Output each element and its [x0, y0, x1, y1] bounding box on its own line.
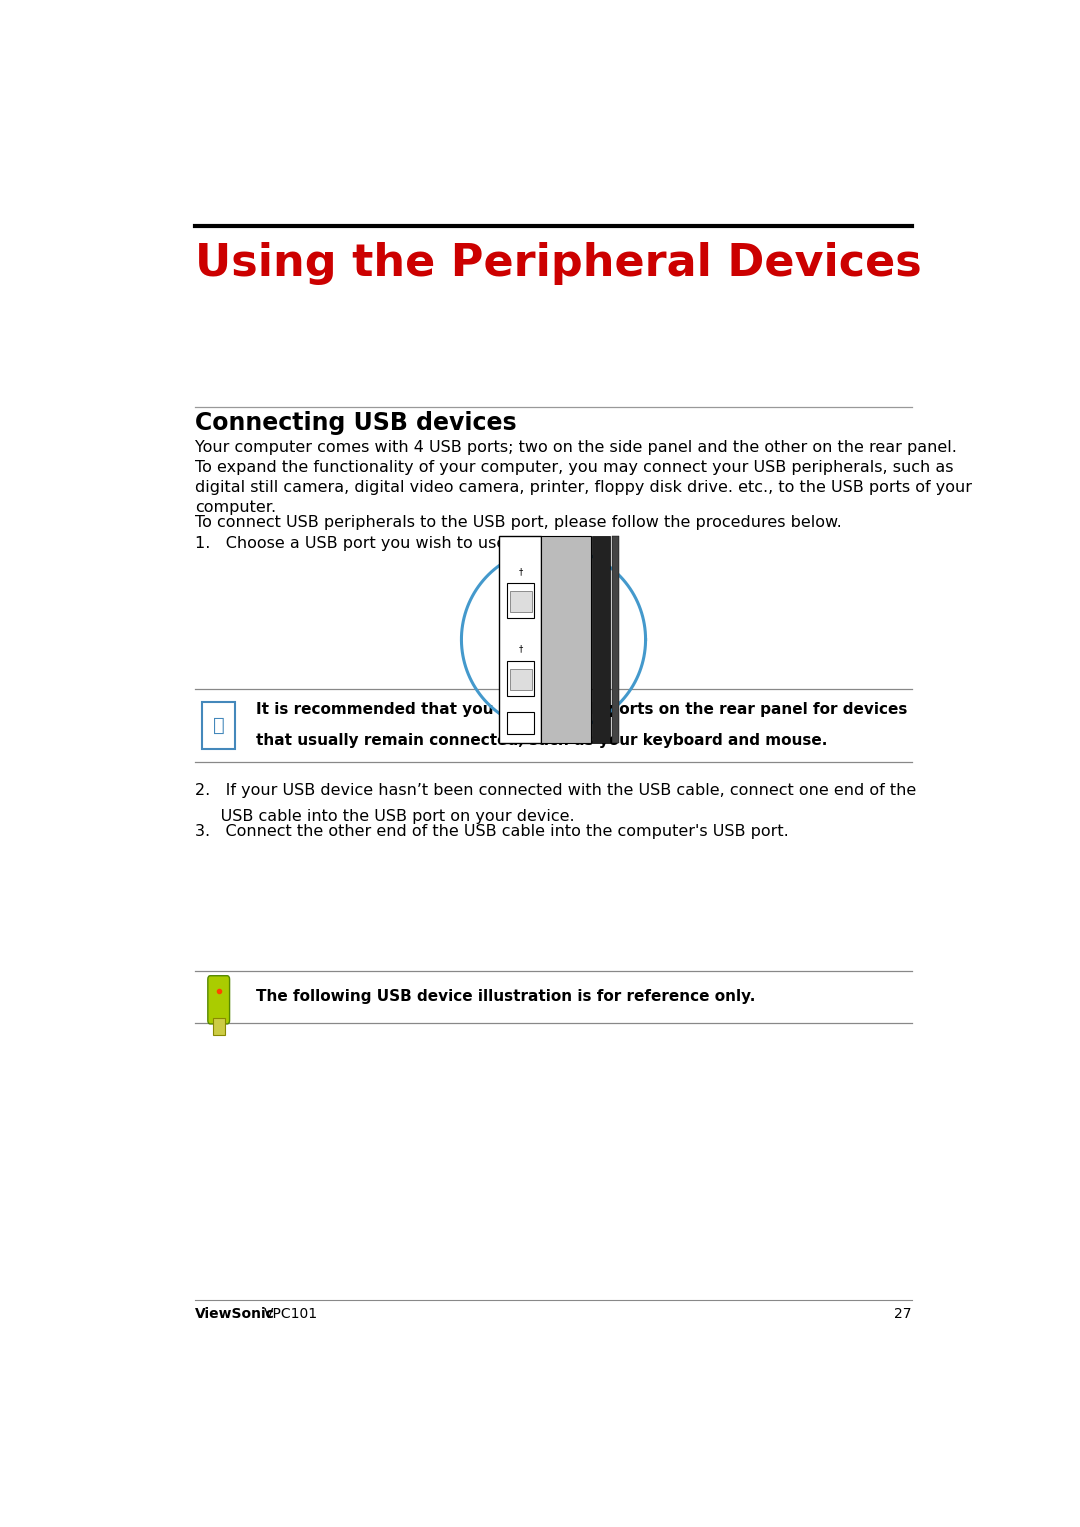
Text: 2.   If your USB device hasn’t been connected with the USB cable, connect one en: 2. If your USB device hasn’t been connec… [195, 783, 917, 799]
Text: To expand the functionality of your computer, you may connect your USB periphera: To expand the functionality of your comp… [195, 460, 954, 475]
Text: computer.: computer. [195, 499, 276, 515]
Text: Connecting USB devices: Connecting USB devices [195, 411, 517, 435]
Text: digital still camera, digital video camera, printer, floppy disk drive. etc., to: digital still camera, digital video came… [195, 479, 972, 495]
Text: It is recommended that you use the USB ports on the rear panel for devices: It is recommended that you use the USB p… [256, 702, 907, 718]
Text: The following USB device illustration is for reference only.: The following USB device illustration is… [256, 989, 755, 1005]
FancyBboxPatch shape [510, 591, 531, 612]
FancyBboxPatch shape [213, 1019, 225, 1034]
Text: that usually remain connected, such as your keyboard and mouse.: that usually remain connected, such as y… [256, 733, 827, 748]
Text: 27: 27 [894, 1307, 912, 1321]
Text: ViewSonic: ViewSonic [195, 1307, 275, 1321]
FancyBboxPatch shape [508, 712, 535, 733]
FancyBboxPatch shape [592, 536, 610, 744]
FancyBboxPatch shape [508, 661, 535, 696]
Text: USB cable into the USB port on your device.: USB cable into the USB port on your devi… [195, 809, 575, 823]
FancyBboxPatch shape [510, 669, 531, 690]
Text: 🔗: 🔗 [213, 716, 225, 734]
Text: To connect USB peripherals to the USB port, please follow the procedures below.: To connect USB peripherals to the USB po… [195, 515, 842, 530]
Text: Your computer comes with 4 USB ports; two on the side panel and the other on the: Your computer comes with 4 USB ports; tw… [195, 440, 957, 455]
FancyBboxPatch shape [207, 976, 230, 1025]
FancyBboxPatch shape [202, 702, 235, 748]
FancyBboxPatch shape [612, 536, 619, 744]
FancyBboxPatch shape [541, 536, 591, 744]
Text: VPC101: VPC101 [264, 1307, 318, 1321]
Text: 1.   Choose a USB port you wish to use.: 1. Choose a USB port you wish to use. [195, 536, 512, 551]
Text: †: † [518, 567, 523, 576]
Text: †: † [518, 644, 523, 654]
FancyBboxPatch shape [508, 583, 535, 618]
FancyBboxPatch shape [499, 536, 541, 744]
Text: 3.   Connect the other end of the USB cable into the computer's USB port.: 3. Connect the other end of the USB cabl… [195, 825, 789, 838]
Text: Using the Peripheral Devices: Using the Peripheral Devices [195, 243, 922, 286]
